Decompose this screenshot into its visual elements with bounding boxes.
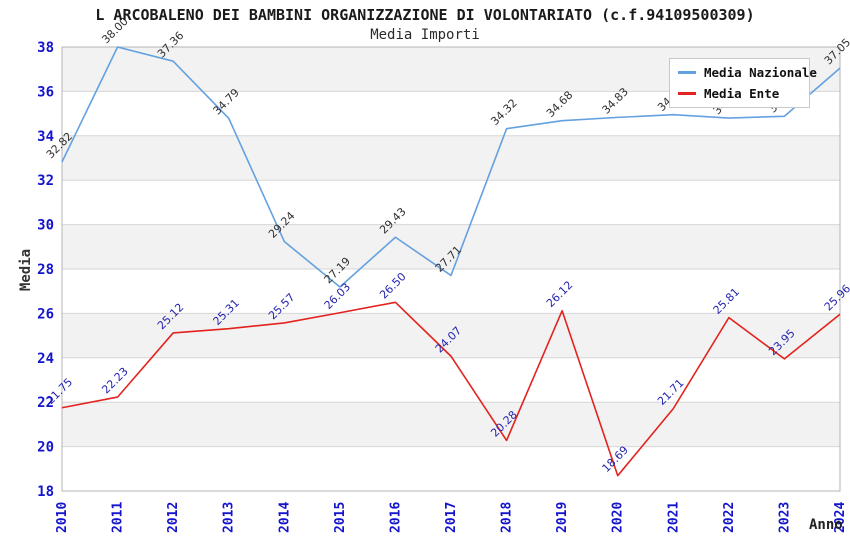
grid-band [62, 224, 840, 269]
legend-item-media-nazionale: Media Nazionale [678, 65, 817, 80]
x-tick-label: 2010 [55, 502, 70, 533]
x-tick-label: 2014 [277, 502, 292, 533]
y-tick-label: 34 [37, 129, 54, 145]
x-tick-label: 2015 [333, 502, 348, 533]
y-tick-label: 20 [37, 440, 54, 456]
x-tick-label: 2021 [666, 502, 681, 533]
series-line-media-ente [61, 301, 841, 477]
x-axis-title: Anno [809, 517, 843, 533]
y-tick-label: 24 [37, 351, 54, 367]
data-point-label: 26.12 [544, 279, 575, 310]
data-point-label: 26.50 [377, 270, 408, 301]
data-point-label: 25.96 [822, 282, 850, 313]
x-tick-label: 2024 [833, 502, 848, 533]
y-axis-title: Media [18, 248, 34, 292]
x-tick-label: 2020 [611, 502, 626, 533]
x-tick-label: 2018 [500, 502, 515, 533]
x-tick-label: 2012 [166, 502, 181, 533]
plot-border [61, 46, 841, 492]
y-tick-label: 32 [37, 173, 54, 189]
y-tick-label: 38 [37, 40, 54, 56]
data-point-label: 22.23 [99, 365, 130, 396]
x-tick-label: 2017 [444, 502, 459, 533]
series-line-media-nazionale [61, 46, 841, 288]
data-point-label: 34.32 [488, 96, 519, 127]
x-tick-label: 2016 [388, 502, 403, 533]
grid-band [62, 313, 840, 358]
y-tick-label: 28 [37, 262, 54, 278]
chart-title: L ARCOBALENO DEI BAMBINI ORGANIZZAZIONE … [95, 6, 755, 24]
legend-label: Media Ente [704, 86, 780, 101]
y-tick-label: 26 [37, 306, 54, 322]
x-tick-label: 2022 [722, 502, 737, 533]
y-tick-label: 30 [37, 218, 54, 234]
x-tick-label: 2011 [111, 502, 126, 533]
y-tick-label: 36 [37, 84, 54, 100]
x-tick-label: 2019 [555, 502, 570, 533]
media-ente-line-icon [678, 92, 696, 95]
y-tick-label: 18 [37, 484, 54, 500]
legend-item-media-ente: Media Ente [678, 86, 801, 101]
grid-band [62, 402, 840, 447]
y-tick-label: 22 [37, 395, 54, 411]
x-tick-label: 2013 [222, 502, 237, 533]
x-tick-label: 2023 [777, 502, 792, 533]
media-nazionale-line-icon [678, 71, 696, 74]
grid-band [62, 135, 840, 181]
chart-legend: Media Nazionale Media Ente [669, 58, 817, 108]
chart-subtitle: Media Importi [370, 27, 480, 43]
data-point-label: 25.81 [711, 285, 742, 316]
data-point-label: 34.68 [544, 88, 575, 119]
legend-label: Media Nazionale [704, 65, 817, 80]
